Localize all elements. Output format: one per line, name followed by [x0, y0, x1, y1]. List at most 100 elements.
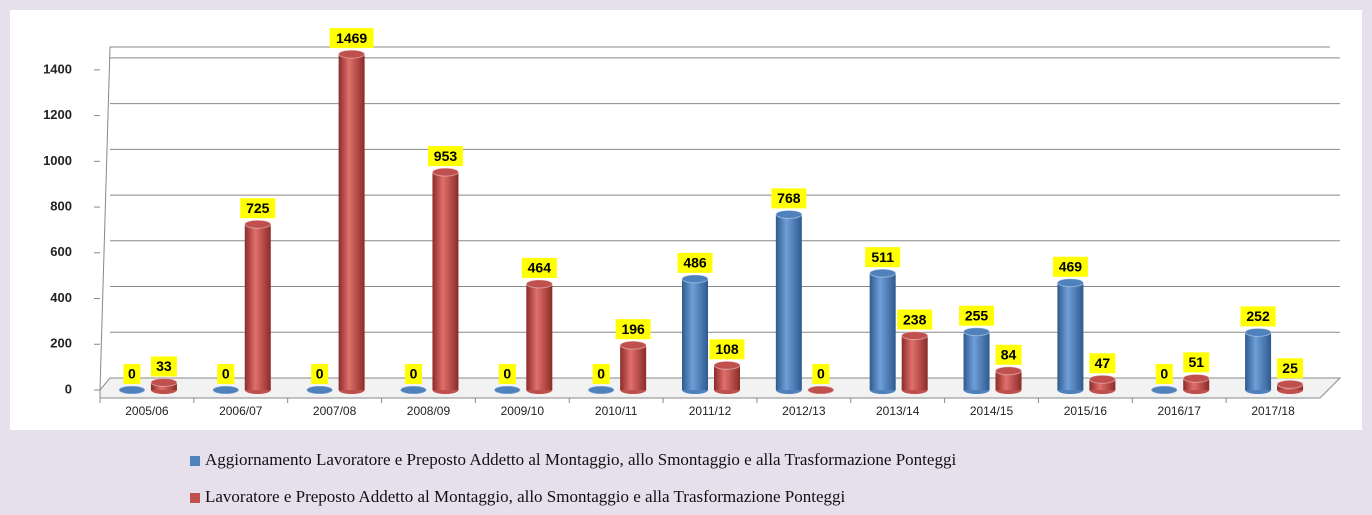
data-label: 108 [715, 341, 739, 357]
x-tick-label: 2014/15 [970, 404, 1014, 418]
data-label: 1469 [336, 30, 367, 46]
data-label: 953 [434, 148, 458, 164]
data-label-bg [592, 364, 610, 384]
bar-cap [212, 385, 240, 395]
bar-cap [244, 219, 272, 229]
x-tick-label: 2006/07 [219, 404, 263, 418]
bar [620, 345, 647, 390]
x-tick-label: 2015/16 [1064, 404, 1108, 418]
data-label-bg [959, 305, 995, 326]
bar-cap [619, 340, 647, 350]
bar [338, 54, 365, 391]
data-label: 0 [817, 366, 825, 382]
bar-cap [713, 360, 741, 370]
x-tick-label: 2012/13 [782, 404, 826, 418]
legend-label: Aggiornamento Lavoratore e Preposto Adde… [205, 450, 956, 469]
bar-cap [1056, 278, 1084, 288]
bar-cap [118, 385, 146, 395]
bar [1089, 379, 1116, 390]
y-tick-label: 800 [50, 199, 72, 214]
bar-cap [525, 279, 553, 289]
bar-cap [431, 167, 459, 177]
data-label: 0 [316, 366, 324, 382]
legend-label: Lavoratore e Preposto Addetto al Montagg… [205, 487, 845, 506]
data-label: 464 [528, 260, 552, 276]
data-label-bg [240, 198, 276, 219]
bar [526, 283, 553, 390]
back-wall [99, 46, 1330, 391]
bar-cap [1088, 374, 1116, 384]
data-label-bg [404, 364, 422, 384]
data-label: 486 [683, 255, 707, 271]
data-label: 51 [1188, 354, 1204, 370]
x-tick-label: 2010/11 [595, 404, 638, 418]
bar-cap [681, 274, 709, 284]
data-label-bg [1089, 353, 1116, 374]
bar-cap [1276, 379, 1304, 389]
bar [1183, 378, 1210, 390]
x-tick-label: 2007/08 [313, 404, 357, 418]
data-label-bg [498, 364, 516, 384]
x-tick-label: 2016/17 [1158, 404, 1202, 418]
data-label: 47 [1095, 355, 1111, 371]
data-label-bg [521, 257, 557, 278]
data-label: 238 [903, 311, 927, 327]
x-tick-label: 2013/14 [876, 404, 920, 418]
bar-cap [995, 366, 1023, 376]
data-label: 469 [1059, 258, 1083, 274]
y-tick-label: 400 [50, 290, 72, 305]
bar-cap [399, 385, 427, 395]
bar-cap [869, 268, 897, 278]
bar-cap [493, 385, 521, 395]
y-tick-label: 1000 [43, 153, 72, 168]
data-label-bg [995, 344, 1022, 365]
legend-swatch [190, 493, 200, 503]
bar [901, 335, 928, 390]
y-tick-label: 1200 [43, 107, 72, 122]
y-tick-label: 1400 [43, 61, 72, 76]
x-tick-label: 2008/09 [407, 404, 451, 418]
data-label-bg [311, 364, 329, 384]
legend-swatch [190, 456, 200, 466]
data-label-bg [615, 319, 651, 340]
data-label-bg [812, 364, 830, 384]
data-label-bg [123, 364, 141, 384]
data-label-bg [897, 309, 933, 330]
data-label-bg [1052, 256, 1088, 277]
bar [432, 172, 459, 390]
data-label-bg [709, 339, 745, 360]
bar-cap [963, 327, 991, 337]
bar-cap [1150, 385, 1178, 395]
bar [714, 365, 740, 390]
bar [1057, 282, 1084, 390]
x-tick-label: 2017/18 [1251, 404, 1295, 418]
data-label: 0 [1160, 366, 1168, 382]
bar [1245, 332, 1272, 390]
data-label: 84 [1001, 346, 1017, 362]
data-label: 725 [246, 200, 270, 216]
data-label: 33 [156, 358, 172, 374]
bar-cap [338, 49, 366, 59]
data-label-bg [1183, 352, 1210, 373]
bar [682, 278, 708, 390]
data-label-bg [427, 146, 463, 167]
data-label-bg [677, 252, 713, 273]
bar-cap [587, 385, 615, 395]
data-label-bg [1277, 358, 1304, 379]
data-label-bg [1240, 306, 1276, 327]
bar-cap [1244, 327, 1272, 337]
bar [775, 214, 802, 390]
data-label: 0 [503, 366, 511, 382]
data-label-bg [865, 247, 901, 268]
y-tick-label: 200 [50, 336, 72, 351]
data-label: 0 [222, 366, 230, 382]
data-label-bg [1155, 364, 1173, 384]
bar-cap [1182, 373, 1210, 383]
y-tick-label: 0 [65, 381, 72, 396]
data-label: 255 [965, 307, 989, 323]
data-label-bg [771, 188, 807, 209]
bar [963, 331, 990, 390]
bar-cap [807, 385, 835, 395]
bar [244, 224, 271, 390]
